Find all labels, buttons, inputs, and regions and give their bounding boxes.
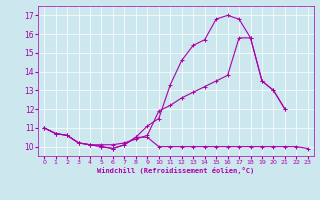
X-axis label: Windchill (Refroidissement éolien,°C): Windchill (Refroidissement éolien,°C) — [97, 167, 255, 174]
